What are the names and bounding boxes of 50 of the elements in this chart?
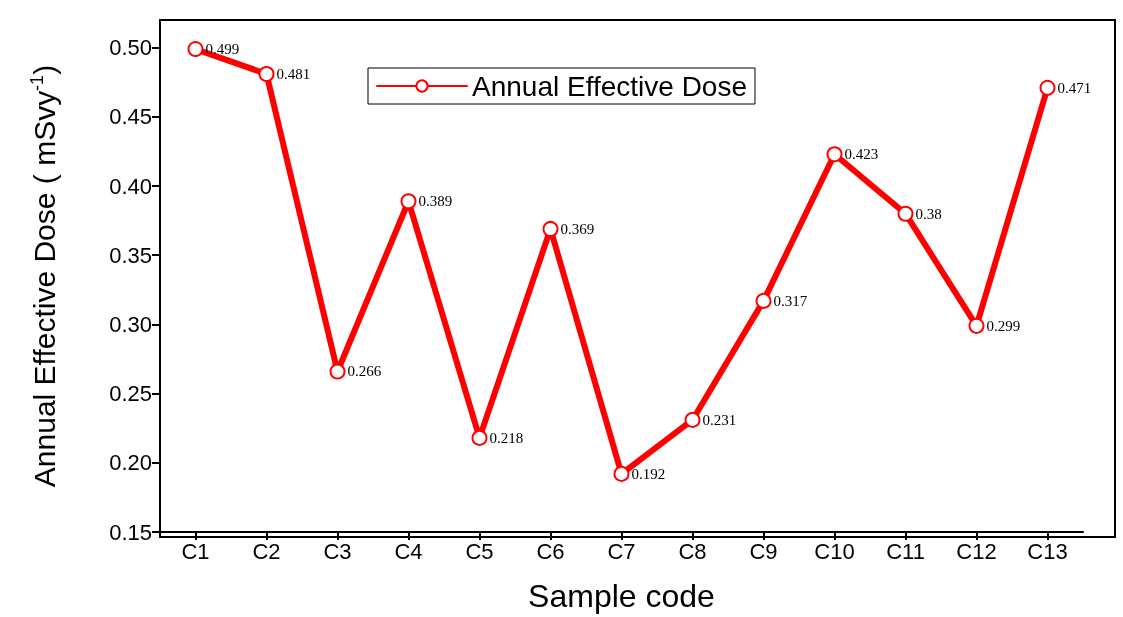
y-axis-title: Annual Effective Dose ( mSvy-1) (27, 64, 61, 488)
data-label: 0.389 (418, 193, 453, 210)
y-tick-label: 0.45 (109, 104, 152, 130)
x-tick-label: C3 (323, 538, 352, 564)
data-label: 0.38 (915, 205, 942, 222)
point (258, 65, 275, 82)
y-tick-label: 0.35 (109, 242, 152, 268)
x-axis-title: Sample code (528, 578, 715, 614)
data-label: 0.218 (489, 429, 524, 446)
x-tick-label: C4 (394, 538, 423, 564)
point (684, 411, 701, 428)
legend-label: Annual Effective Dose (472, 70, 747, 102)
data-label: 0.423 (844, 146, 879, 163)
data-label: 0.317 (773, 292, 808, 309)
point (187, 41, 204, 58)
x-tick-label: C11 (886, 538, 925, 564)
point (755, 292, 772, 309)
y-tick-label: 0.40 (109, 173, 152, 199)
data-label: 0.299 (986, 317, 1021, 334)
x-tick-label: C7 (607, 538, 636, 564)
y-tick-label: 0.20 (109, 450, 152, 476)
point (826, 146, 843, 163)
point (542, 220, 559, 237)
data-label: 0.471 (1057, 79, 1092, 96)
data-label: 0.192 (631, 465, 666, 482)
point (329, 363, 346, 380)
point (968, 317, 985, 334)
data-label: 0.481 (276, 65, 311, 82)
x-tick-label: C12 (956, 538, 997, 564)
y-tick-label: 0.30 (109, 311, 152, 337)
x-tick-label: C13 (1027, 538, 1068, 564)
point (1039, 79, 1056, 96)
point (613, 465, 630, 482)
x-tick-label: C8 (678, 538, 707, 564)
y-tick-label: 0.15 (109, 519, 152, 545)
point (897, 205, 914, 222)
x-tick-label: C6 (536, 538, 565, 564)
x-tick-label: C9 (749, 538, 778, 564)
point (400, 193, 417, 210)
data-label: 0.231 (702, 411, 737, 428)
data-label: 0.499 (205, 41, 240, 58)
x-tick-label: C10 (814, 538, 855, 564)
x-tick-label: C5 (465, 538, 494, 564)
y-tick-label: 0.25 (109, 381, 152, 407)
x-tick-label: C1 (181, 538, 210, 564)
y-tick-label: 0.50 (109, 35, 152, 61)
data-label: 0.266 (347, 363, 382, 380)
x-tick-label: C2 (252, 538, 281, 564)
point (471, 429, 488, 446)
data-label: 0.369 (560, 220, 595, 237)
